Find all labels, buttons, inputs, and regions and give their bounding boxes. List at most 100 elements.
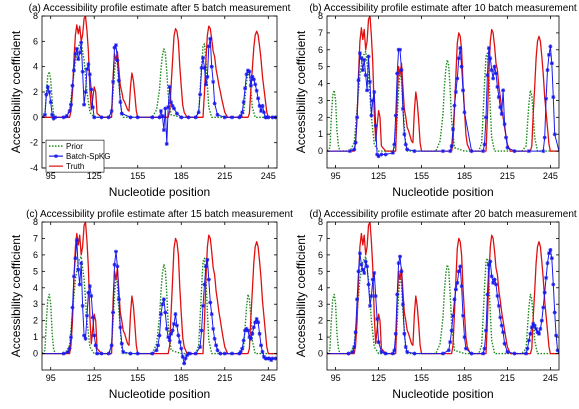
data-point-batch-spkg (370, 98, 375, 103)
data-point-batch-spkg (359, 56, 364, 61)
data-point-batch-spkg (399, 269, 404, 274)
data-point-batch-spkg (116, 297, 121, 302)
data-point-batch-spkg (166, 335, 171, 340)
data-point-batch-spkg (111, 79, 116, 84)
data-point-batch-spkg (398, 47, 403, 52)
data-point-batch-spkg (548, 44, 553, 49)
data-point-batch-spkg (205, 74, 210, 79)
data-point-batch-spkg (180, 354, 185, 359)
data-point-batch-spkg (392, 142, 397, 147)
data-point-batch-spkg (469, 351, 474, 356)
data-point-batch-spkg (253, 82, 258, 87)
data-point-batch-spkg (260, 349, 265, 354)
y-tick-label: 2 (318, 112, 323, 122)
x-axis-label: Nucleotide position (392, 185, 493, 199)
series-line-truth (327, 222, 559, 355)
data-point-batch-spkg (393, 331, 398, 336)
y-axis-label: Accessibility coefficient (9, 30, 23, 153)
data-point-batch-spkg (501, 330, 506, 335)
data-point-batch-spkg (71, 274, 76, 279)
data-point-batch-spkg (128, 115, 133, 120)
data-point-batch-spkg (173, 312, 178, 317)
data-point-batch-spkg (182, 361, 187, 366)
series-line-batch-spkg (327, 45, 559, 157)
data-point-batch-spkg (61, 115, 66, 120)
data-point-batch-spkg (452, 297, 457, 302)
data-point-batch-spkg (551, 282, 556, 287)
data-point-batch-spkg (446, 348, 451, 353)
data-point-batch-spkg (489, 274, 494, 279)
data-point-batch-spkg (532, 323, 537, 328)
y-tick-label: 8 (318, 217, 323, 227)
data-point-batch-spkg (74, 238, 79, 243)
y-tick-label: 8 (33, 217, 38, 227)
data-point-batch-spkg (505, 145, 510, 150)
data-point-batch-spkg (363, 259, 368, 264)
data-point-batch-spkg (541, 149, 546, 154)
y-tick-label: 3 (318, 299, 323, 309)
data-point-batch-spkg (405, 349, 410, 354)
data-point-batch-spkg (76, 267, 81, 272)
data-point-batch-spkg (492, 64, 497, 69)
data-point-batch-spkg (269, 358, 274, 363)
data-point-batch-spkg (92, 333, 97, 338)
y-tick-label: 3 (33, 299, 38, 309)
data-point-batch-spkg (501, 88, 506, 93)
data-point-batch-spkg (186, 115, 191, 120)
data-point-batch-spkg (115, 58, 120, 63)
x-tick-label: 125 (87, 373, 102, 383)
data-point-batch-spkg (166, 105, 171, 110)
data-point-batch-spkg (483, 328, 488, 333)
data-point-batch-spkg (355, 297, 360, 302)
data-point-batch-spkg (548, 247, 553, 252)
data-point-batch-spkg (50, 112, 55, 117)
data-point-batch-spkg (360, 68, 365, 73)
data-point-batch-spkg (118, 325, 123, 330)
y-tick-label: 7 (33, 233, 38, 243)
data-point-batch-spkg (536, 331, 541, 336)
data-point-batch-spkg (492, 277, 497, 282)
data-point-batch-spkg (251, 77, 256, 82)
data-point-batch-spkg (87, 72, 92, 77)
data-point-batch-spkg (172, 321, 177, 326)
data-point-batch-spkg (202, 282, 207, 287)
data-point-batch-spkg (449, 328, 454, 333)
data-point-batch-spkg (261, 110, 266, 115)
data-point-batch-spkg (353, 330, 358, 335)
data-point-batch-spkg (552, 132, 557, 137)
y-tick-label: 0 (33, 349, 38, 359)
data-point-batch-spkg (375, 317, 380, 322)
data-point-batch-spkg (481, 351, 486, 356)
data-point-batch-spkg (211, 79, 216, 84)
data-point-batch-spkg (463, 346, 468, 351)
data-point-batch-spkg (352, 344, 357, 349)
y-tick-label: 5 (318, 62, 323, 72)
data-point-batch-spkg (93, 343, 98, 348)
y-tick-label: -2 (30, 138, 38, 148)
data-point-batch-spkg (260, 103, 265, 108)
data-point-batch-spkg (360, 267, 365, 272)
data-point-batch-spkg (555, 348, 559, 353)
data-point-batch-spkg (373, 123, 378, 128)
data-point-batch-spkg (524, 351, 529, 356)
data-point-batch-spkg (261, 354, 266, 359)
data-point-batch-spkg (73, 256, 78, 261)
data-point-batch-spkg (482, 346, 487, 351)
data-point-batch-spkg (488, 259, 493, 264)
data-point-batch-spkg (244, 72, 249, 77)
data-point-batch-spkg (157, 333, 162, 338)
data-point-batch-spkg (169, 331, 174, 336)
data-point-batch-spkg (273, 356, 277, 361)
data-point-batch-spkg (528, 331, 533, 336)
chart-title: (c) Accessibility profile estimate after… (26, 209, 293, 220)
data-point-batch-spkg (483, 115, 488, 120)
data-point-batch-spkg (379, 152, 384, 157)
data-point-batch-spkg (451, 127, 456, 132)
chart-title: (d) Accessibility profile estimate after… (309, 209, 577, 220)
data-point-batch-spkg (211, 326, 216, 331)
data-point-batch-spkg (376, 340, 381, 345)
data-point-batch-spkg (208, 36, 213, 41)
data-point-batch-spkg (531, 321, 536, 326)
data-point-batch-spkg (541, 305, 546, 310)
data-point-batch-spkg (243, 328, 248, 333)
